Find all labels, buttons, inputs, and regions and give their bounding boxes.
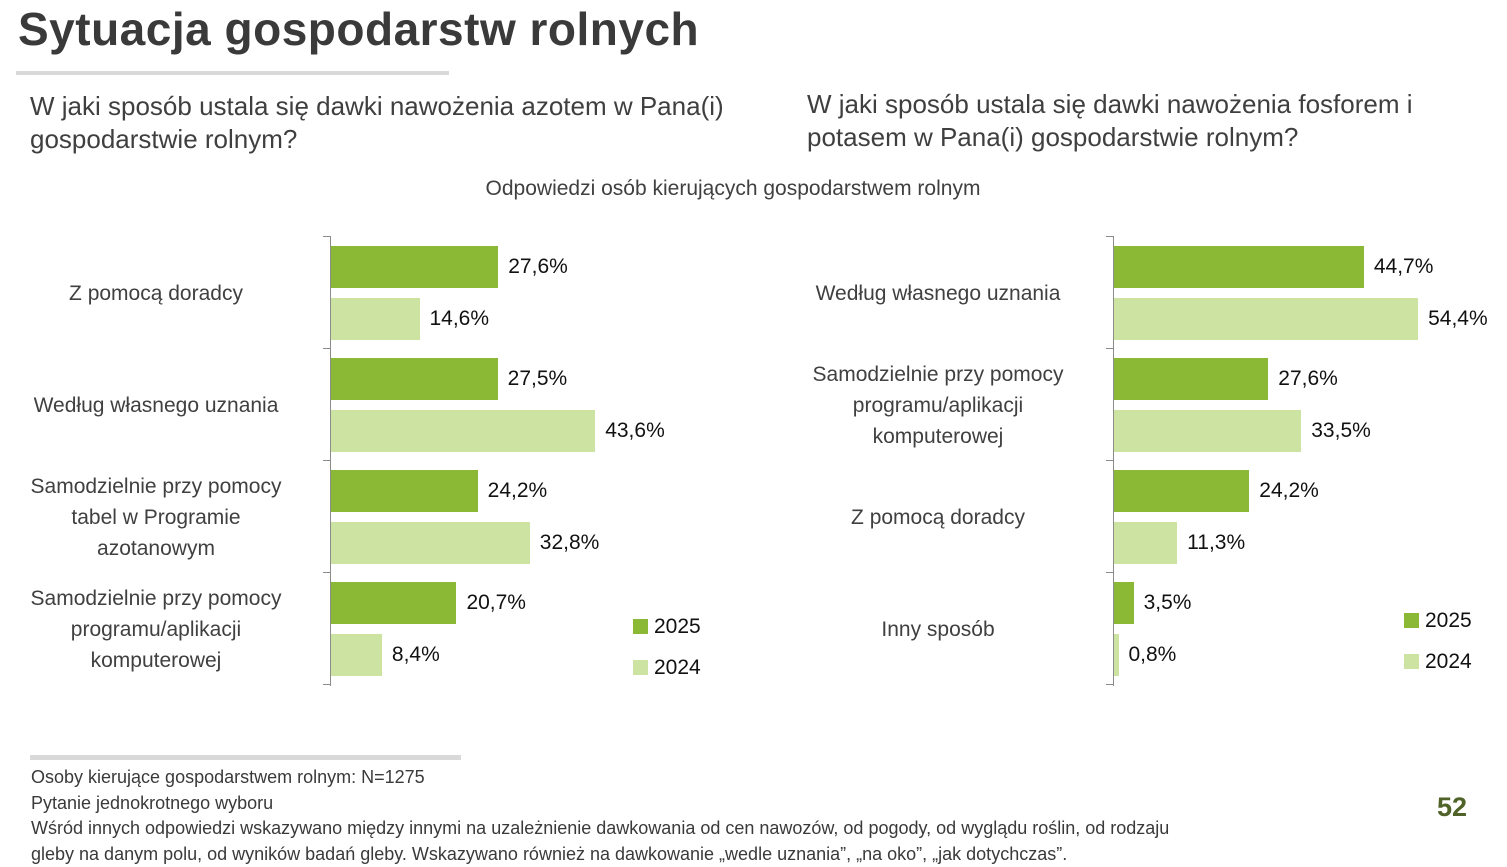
bar-2025 — [1114, 246, 1364, 288]
data-label-2025: 3,5% — [1144, 582, 1192, 624]
bar-2024 — [1114, 298, 1418, 340]
bar-2024 — [331, 298, 420, 340]
data-label-2025: 27,6% — [1278, 358, 1338, 400]
axis-tick — [1106, 348, 1113, 349]
footer-sample-size: Osoby kierujące gospodarstwem rolnym: N=… — [31, 765, 1431, 791]
question-phosphorus-potassium: W jaki sposób ustala się dawki nawożenia… — [807, 88, 1497, 154]
data-label-2024: 54,4% — [1428, 298, 1488, 340]
legend-swatch-2024 — [633, 660, 648, 675]
axis-tick — [323, 684, 330, 685]
category-label-line: Samodzielnie przy pomocy — [6, 583, 306, 614]
legend-swatch-2024 — [1404, 654, 1419, 669]
axis-tick — [1106, 460, 1113, 461]
data-label-2024: 8,4% — [392, 634, 440, 676]
legend-swatch-2025 — [633, 619, 648, 634]
bar-2024 — [1114, 634, 1119, 676]
legend-swatch-2025 — [1404, 613, 1419, 628]
legend-item-2025: 2025 — [1404, 600, 1472, 641]
bar-2025 — [331, 470, 478, 512]
legend-item-2024: 2024 — [633, 647, 701, 688]
data-label-2025: 24,2% — [1259, 470, 1319, 512]
legend-label: 2024 — [1425, 650, 1472, 674]
category-label: Z pomocą doradcy — [6, 278, 306, 309]
data-label-2024: 11,3% — [1187, 522, 1245, 564]
bar-2025 — [1114, 358, 1268, 400]
legend-label: 2025 — [654, 615, 701, 639]
bar-2024 — [1114, 522, 1177, 564]
bar-2024 — [331, 634, 382, 676]
data-label-2024: 14,6% — [429, 298, 489, 340]
bar-2024 — [331, 410, 595, 452]
footer-notes: Osoby kierujące gospodarstwem rolnym: N=… — [31, 765, 1431, 867]
data-label-2025: 20,7% — [466, 582, 526, 624]
category-label-line: Samodzielnie przy pomocy — [6, 471, 306, 502]
legend-item-2024: 2024 — [1404, 641, 1472, 682]
category-label-line: Inny sposób — [788, 614, 1088, 645]
category-label-line: Z pomocą doradcy — [788, 502, 1088, 533]
axis-tick — [323, 348, 330, 349]
legend-label: 2025 — [1425, 609, 1472, 633]
category-label: Według własnego uznania — [788, 278, 1088, 309]
axis-tick — [1106, 572, 1113, 573]
data-label-2024: 33,5% — [1311, 410, 1371, 452]
legend-item-2025: 2025 — [633, 606, 701, 647]
bar-2025 — [331, 582, 456, 624]
data-label-2024: 43,6% — [605, 410, 665, 452]
axis-tick — [323, 236, 330, 237]
category-label: Inny sposób — [788, 614, 1088, 645]
data-label-2025: 27,5% — [508, 358, 568, 400]
bar-2025 — [331, 246, 498, 288]
axis-tick — [1106, 684, 1113, 685]
chart-subtitle: Odpowiedzi osób kierujących gospodarstwe… — [0, 177, 1466, 201]
category-label-line: azotanowym — [6, 533, 306, 564]
page-number: 52 — [1437, 792, 1467, 823]
legend: 2025 2024 — [1404, 600, 1472, 682]
data-label-2025: 44,7% — [1374, 246, 1434, 288]
data-label-2025: 24,2% — [488, 470, 548, 512]
footer-divider — [30, 755, 461, 760]
category-label: Według własnego uznania — [6, 390, 306, 421]
page-title: Sytuacja gospodarstw rolnych — [18, 2, 699, 56]
footer-question-type: Pytanie jednokrotnego wyboru — [31, 791, 1431, 817]
category-label-line: programu/aplikacji — [6, 614, 306, 645]
chart-nitrogen: Z pomocą doradcy 27,6% 14,6% Według własneg… — [0, 236, 760, 688]
category-label-line: Z pomocą doradcy — [6, 278, 306, 309]
bar-2025 — [1114, 470, 1249, 512]
legend: 2025 2024 — [633, 606, 701, 688]
category-label-line: komputerowej — [6, 645, 306, 676]
footer-note-line-1: Wśród innych odpowiedzi wskazywano międz… — [31, 816, 1431, 842]
title-divider — [16, 71, 449, 75]
footer-note-line-2: gleby na danym polu, od wyników badań gl… — [31, 842, 1431, 867]
bar-2025 — [331, 358, 498, 400]
axis-tick — [323, 460, 330, 461]
data-label-2024: 0,8% — [1128, 634, 1176, 676]
category-label: Z pomocą doradcy — [788, 502, 1088, 533]
bar-2025 — [1114, 582, 1134, 624]
data-label-2024: 32,8% — [540, 522, 600, 564]
category-label-line: komputerowej — [788, 421, 1088, 452]
category-label-line: Według własnego uznania — [788, 278, 1088, 309]
axis-tick — [1106, 236, 1113, 237]
category-label-line: Według własnego uznania — [6, 390, 306, 421]
question-nitrogen: W jaki sposób ustala się dawki nawożenia… — [30, 90, 730, 156]
bar-2024 — [331, 522, 530, 564]
chart-phosphorus-potassium: Według własnego uznania 44,7% 54,4% Samodzi… — [780, 236, 1507, 688]
legend-label: 2024 — [654, 656, 701, 680]
category-label-line: tabel w Programie — [6, 502, 306, 533]
bar-2024 — [1114, 410, 1301, 452]
category-label-line: programu/aplikacji — [788, 390, 1088, 421]
axis-tick — [323, 572, 330, 573]
category-label-line: Samodzielnie przy pomocy — [788, 359, 1088, 390]
data-label-2025: 27,6% — [508, 246, 568, 288]
